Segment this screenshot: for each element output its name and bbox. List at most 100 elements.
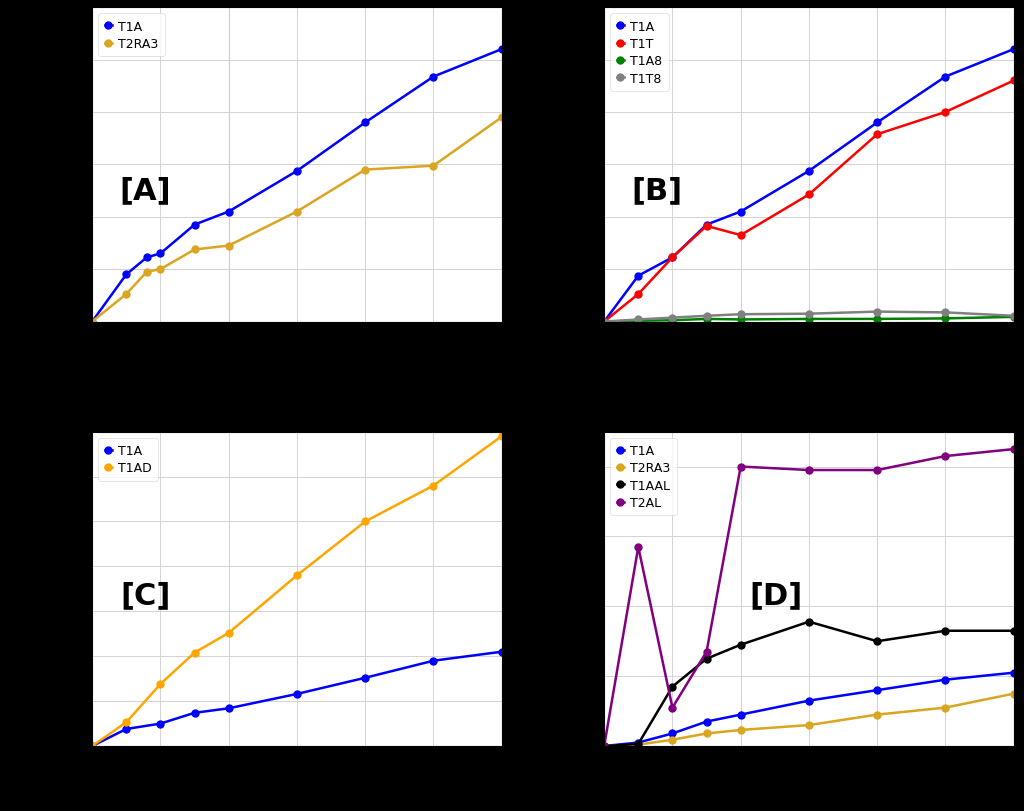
T1T [939,108,951,118]
Text: [D]: [D] [750,581,803,610]
T1A [155,719,167,728]
Line: T2RA3: T2RA3 [601,690,1017,749]
T2AL [734,462,746,472]
T2AL [803,466,815,475]
T1AD [120,718,132,727]
Legend: T1A, T2RA3: T1A, T2RA3 [98,15,165,57]
Legend: T1A, T1AD: T1A, T1AD [98,438,159,481]
T1A [803,167,815,177]
T2RA3 [598,741,610,751]
T1A [667,729,679,739]
T2AL [700,647,713,657]
T2RA3 [632,740,644,749]
T1T8 [803,310,815,320]
Line: T1A: T1A [601,669,1017,749]
X-axis label: Temperature Cycles: Temperature Cycles [228,775,366,788]
T1T [700,221,713,231]
X-axis label: Temperature Cycles: Temperature Cycles [740,775,878,788]
T2AL [667,703,679,713]
Text: [A]: [A] [120,176,171,204]
T1A [86,317,98,327]
T1A [188,708,201,718]
Y-axis label: Area Fraction [%]: Area Fraction [%] [47,529,61,650]
T1T [871,131,884,140]
Line: T1A: T1A [601,46,1017,326]
T1A [803,696,815,706]
T1T [1008,76,1020,86]
Text: [B]: [B] [632,176,683,204]
Line: T1AAL: T1AAL [601,619,1017,749]
Legend: T1A, T2RA3, T1AAL, T2AL: T1A, T2RA3, T1AAL, T2AL [610,438,677,516]
T2RA3 [291,208,303,217]
T2AL [871,466,884,475]
T1T [803,191,815,200]
T2RA3 [222,242,234,251]
T1AD [86,741,98,751]
T1AD [155,680,167,689]
T2RA3 [188,245,201,255]
T1T8 [667,313,679,323]
T1A8 [803,315,815,324]
Y-axis label: Area Fraction [%]: Area Fraction [%] [559,105,573,225]
Y-axis label: Area Fraction [%]: Area Fraction [%] [559,529,573,650]
T1A [939,73,951,83]
T1A [871,685,884,695]
X-axis label: Temperature Cycles: Temperature Cycles [740,350,878,364]
T2RA3 [359,165,372,175]
T2RA3 [86,317,98,327]
T1A [291,689,303,699]
T1A [427,656,439,666]
T1A [734,208,746,217]
Y-axis label: Area Fraction [%]: Area Fraction [%] [47,105,61,225]
T1A [86,741,98,751]
Line: T2RA3: T2RA3 [89,114,505,326]
T2RA3 [1008,689,1020,698]
T1T8 [632,315,644,325]
T2RA3 [496,114,508,123]
T1AAL [700,654,713,663]
T1AAL [803,617,815,627]
T1AAL [939,626,951,636]
T1T8 [700,311,713,321]
T1AD [427,481,439,491]
T1A [667,253,679,263]
T1T [667,253,679,263]
T1AD [496,431,508,441]
T1A [427,73,439,83]
T1AD [291,571,303,581]
T1A [939,675,951,684]
T1A [188,221,201,230]
T1A [734,710,746,719]
T1A [359,673,372,683]
Line: T1AD: T1AD [89,433,505,749]
T1A [632,738,644,748]
T1A8 [1008,312,1020,322]
T2RA3 [871,710,884,719]
Legend: T1A, T1T, T1A8, T1T8: T1A, T1T, T1A8, T1T8 [610,15,669,92]
T1T [598,317,610,327]
T1AAL [1008,626,1020,636]
Line: T1A: T1A [89,649,505,749]
T1AD [188,648,201,658]
T1A [871,118,884,128]
Text: [C]: [C] [120,581,171,610]
T1A8 [667,316,679,326]
T1A [700,717,713,727]
T2RA3 [427,161,439,171]
T1T8 [939,308,951,318]
T1A8 [632,316,644,326]
T1A [598,741,610,751]
T1AAL [632,739,644,749]
T1A [700,221,713,230]
T2AL [632,543,644,552]
T2RA3 [667,735,679,744]
T1A [222,208,234,217]
T2RA3 [700,729,713,739]
T1AAL [598,741,610,751]
T2AL [939,452,951,461]
T1A [291,167,303,177]
T1A [222,704,234,714]
T1A [1008,45,1020,55]
T1T8 [1008,311,1020,321]
T1A [496,647,508,657]
